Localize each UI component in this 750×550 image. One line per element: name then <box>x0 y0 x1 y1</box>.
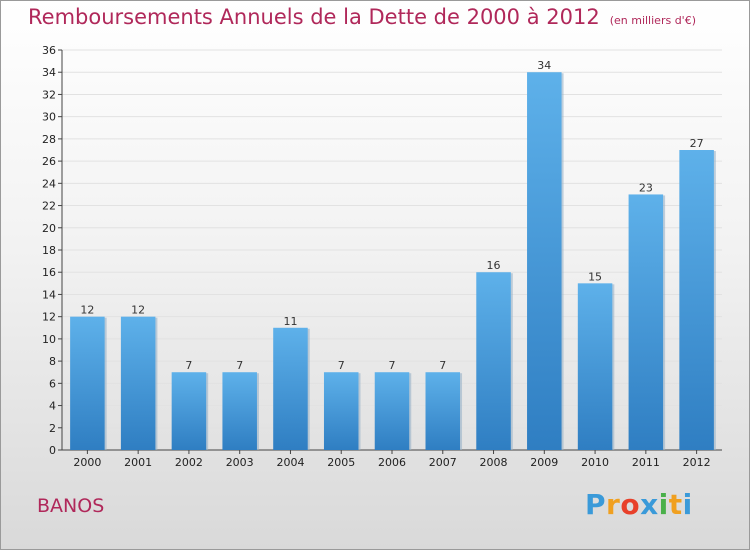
x-tick-label: 2009 <box>530 456 558 469</box>
x-tick-label: 2003 <box>226 456 254 469</box>
bar-2003 <box>222 372 257 450</box>
y-tick-label: 10 <box>42 333 56 346</box>
bar-value-label: 34 <box>537 59 551 72</box>
y-tick-label: 32 <box>42 88 56 101</box>
y-tick-label: 6 <box>49 377 56 390</box>
bar-2009 <box>527 72 562 450</box>
logo-letter: P <box>585 488 607 521</box>
bar-value-label: 23 <box>639 181 653 194</box>
bar-2002 <box>171 372 207 450</box>
x-tick-label: 2010 <box>581 456 609 469</box>
chart-title-text: Remboursements Annuels de la Dette de 20… <box>28 5 600 29</box>
y-tick-label: 16 <box>42 266 56 279</box>
bar-value-label: 7 <box>338 359 345 372</box>
logo-letter: t <box>668 488 683 521</box>
logo-letter: i <box>658 488 669 521</box>
commune-name: BANOS <box>37 495 105 517</box>
bar-2007 <box>425 372 461 450</box>
bar-value-label: 7 <box>236 359 243 372</box>
logo-letter: x <box>640 488 659 521</box>
y-tick-label: 2 <box>49 422 56 435</box>
bar-2005 <box>323 372 359 450</box>
bar-2010 <box>577 283 613 450</box>
bar-value-label: 12 <box>131 304 145 317</box>
y-tick-label: 0 <box>49 444 56 457</box>
x-tick-label: 2002 <box>175 456 203 469</box>
y-tick-label: 12 <box>42 311 56 324</box>
bar-2008 <box>476 272 511 450</box>
bar-value-label: 11 <box>283 315 297 328</box>
bar-2012 <box>679 150 714 450</box>
proxiti-logo: Proxiti <box>585 488 693 521</box>
y-tick-label: 26 <box>42 155 56 168</box>
logo-letter: r <box>606 488 621 521</box>
x-tick-label: 2008 <box>480 456 508 469</box>
y-tick-label: 4 <box>49 400 56 413</box>
bar-value-label: 27 <box>690 137 704 150</box>
x-tick-label: 2001 <box>124 456 152 469</box>
y-tick-label: 22 <box>42 200 56 213</box>
bar-value-label: 7 <box>185 359 192 372</box>
bar-value-label: 7 <box>389 359 396 372</box>
y-tick-label: 28 <box>42 133 56 146</box>
y-tick-label: 14 <box>42 288 56 301</box>
y-tick-label: 24 <box>42 177 56 190</box>
y-tick-label: 18 <box>42 244 56 257</box>
bar-value-label: 16 <box>487 259 501 272</box>
y-tick-label: 34 <box>42 66 56 79</box>
y-tick-label: 20 <box>42 222 56 235</box>
bar-value-label: 12 <box>80 304 94 317</box>
chart-unit: (en milliers d'€) <box>609 14 696 27</box>
logo-letter: o <box>620 488 641 521</box>
x-tick-label: 2006 <box>378 456 406 469</box>
x-tick-label: 2007 <box>429 456 457 469</box>
x-tick-label: 2000 <box>73 456 101 469</box>
bar-value-label: 15 <box>588 270 602 283</box>
x-tick-label: 2004 <box>276 456 304 469</box>
bar-2001 <box>120 316 156 450</box>
bar-2011 <box>628 194 664 450</box>
bars: 12 12 7 7 11 7 7 7 16 34 15 23 27 <box>70 59 716 450</box>
x-tick-label: 2011 <box>632 456 660 469</box>
y-tick-label: 36 <box>42 44 56 57</box>
bar-2004 <box>273 327 308 450</box>
bar-2000 <box>70 316 105 450</box>
y-tick-label: 30 <box>42 111 56 124</box>
bar-2006 <box>374 372 410 450</box>
bar-value-label: 7 <box>439 359 446 372</box>
chart-title: Remboursements Annuels de la Dette de 20… <box>28 5 696 29</box>
x-tick-label: 2012 <box>683 456 711 469</box>
x-tick-label: 2005 <box>327 456 355 469</box>
y-tick-label: 8 <box>49 355 56 368</box>
logo-letter: i <box>682 488 693 521</box>
